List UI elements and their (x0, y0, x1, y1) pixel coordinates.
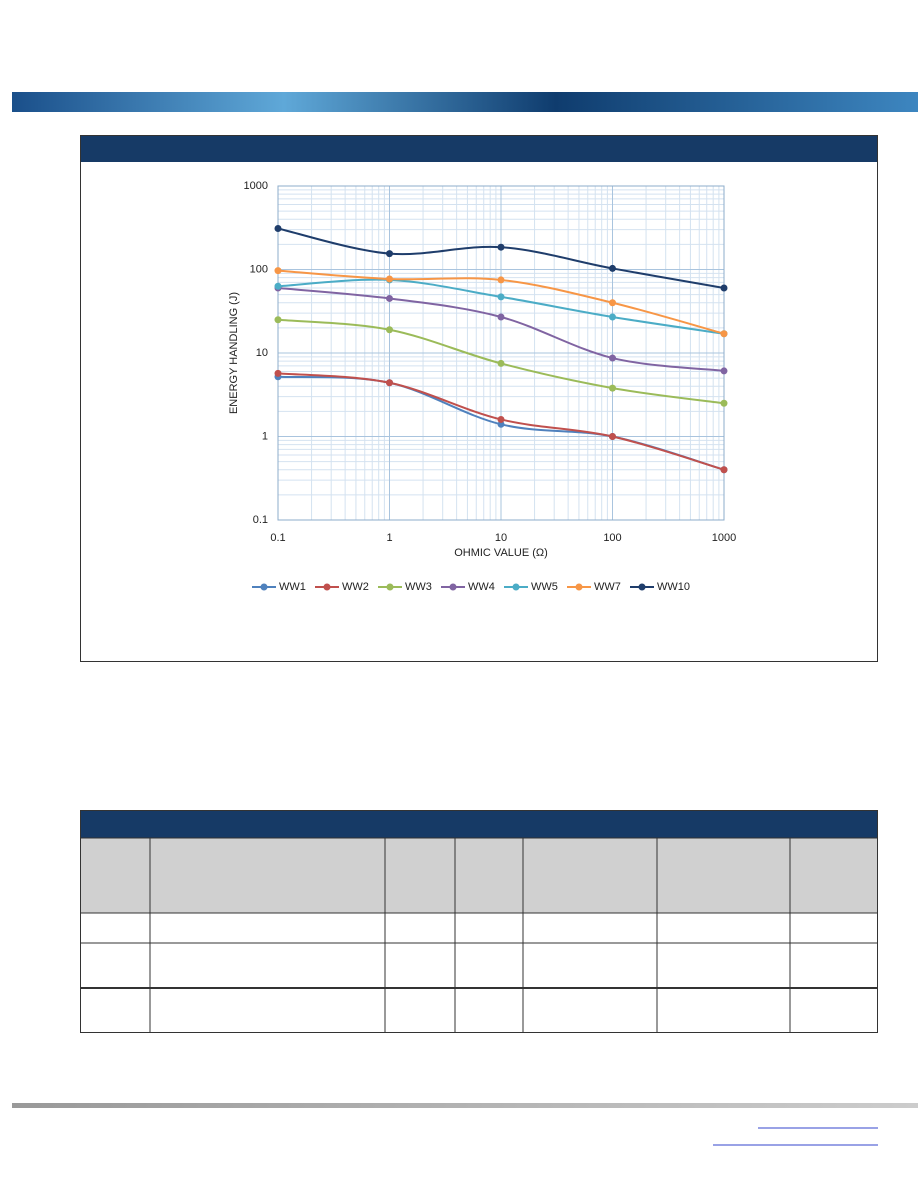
y-tick-label: 0.1 (253, 514, 268, 526)
legend-label: WW5 (531, 581, 558, 593)
data-point (497, 313, 505, 321)
data-point (609, 433, 616, 440)
legend-marker (323, 583, 331, 591)
x-tick-label: 100 (603, 532, 621, 544)
y-tick-label: 100 (250, 263, 268, 275)
data-point (609, 313, 616, 321)
data-point (609, 299, 616, 307)
legend-label: WW2 (342, 581, 369, 593)
header-banner (12, 92, 918, 112)
legend-marker (260, 583, 268, 591)
legend-marker (386, 583, 394, 591)
legend-marker (512, 583, 520, 591)
data-point (386, 275, 393, 283)
data-point (274, 369, 282, 377)
data-point (609, 264, 616, 272)
data-point (720, 330, 728, 338)
legend-label: WW3 (405, 581, 432, 593)
data-point (386, 294, 393, 302)
x-tick-label: 10 (495, 532, 507, 544)
x-axis-title: OHMIC VALUE (Ω) (454, 547, 548, 559)
legend-label: WW10 (657, 581, 690, 593)
data-point (720, 367, 728, 375)
legend-label: WW7 (594, 581, 621, 593)
data-point (274, 316, 282, 324)
data-point (497, 276, 505, 284)
data-point (497, 359, 505, 367)
footer-rule (12, 1103, 918, 1108)
data-point (609, 384, 616, 392)
data-point (720, 399, 728, 407)
data-point (274, 224, 282, 232)
data-point (386, 326, 393, 334)
legend-marker (638, 583, 646, 591)
data-point (720, 466, 728, 474)
x-tick-label: 1 (386, 532, 392, 544)
legend-marker (575, 583, 583, 591)
y-axis-title: ENERGY HANDLING (J) (228, 292, 240, 414)
table-header-row (81, 838, 877, 913)
y-tick-label: 1 (262, 430, 268, 442)
legend-marker (449, 583, 457, 591)
legend-label: WW1 (279, 581, 306, 593)
data-point (609, 354, 616, 362)
data-point (274, 282, 282, 290)
legend-label: WW4 (468, 581, 495, 593)
plot-frame (277, 185, 725, 521)
x-tick-label: 0.1 (270, 532, 285, 544)
y-tick-label: 1000 (244, 180, 268, 192)
data-point (497, 243, 505, 251)
data-point (497, 420, 505, 428)
data-point (497, 415, 505, 423)
data-point (497, 293, 505, 301)
table (80, 810, 878, 1033)
data-point (386, 250, 393, 258)
data-point (274, 267, 282, 275)
data-point (720, 284, 728, 292)
data-point (386, 379, 393, 387)
chart-box-header (81, 136, 877, 162)
y-tick-label: 10 (256, 347, 268, 359)
table-rules (80, 837, 878, 1032)
table-title-bar (81, 811, 877, 838)
x-tick-label: 1000 (712, 532, 736, 544)
